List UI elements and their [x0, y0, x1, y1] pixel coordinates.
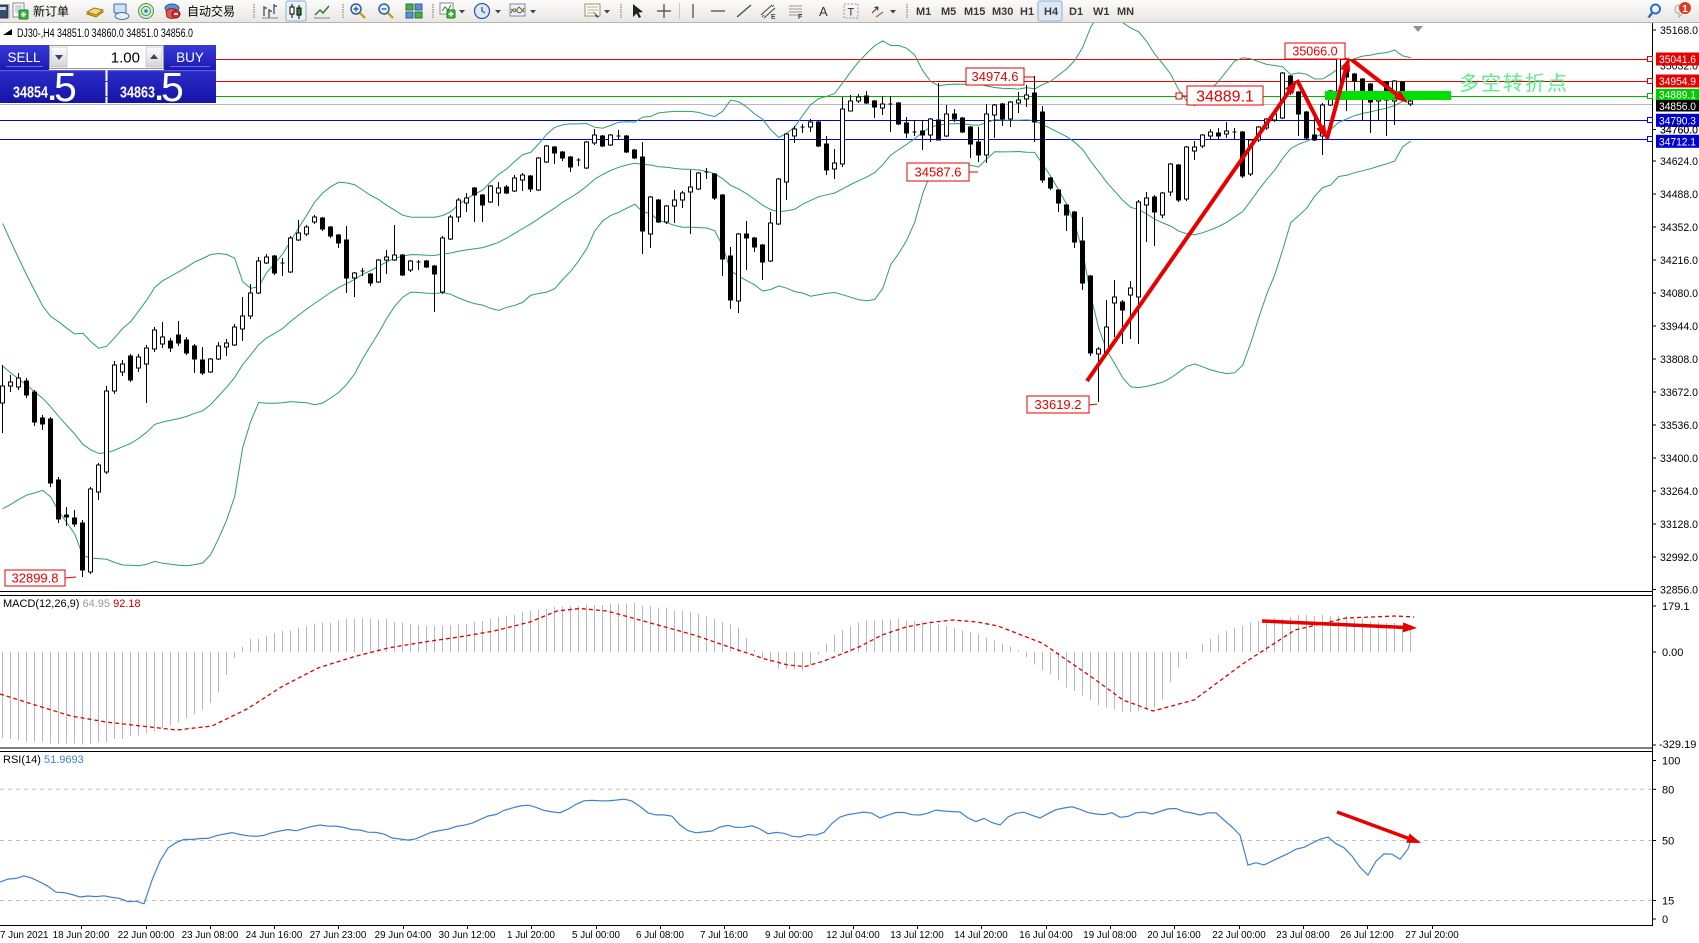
svg-text:SELL: SELL [7, 50, 41, 65]
svg-text:自动交易: 自动交易 [187, 4, 235, 19]
svg-text:6 Jul 08:00: 6 Jul 08:00 [636, 930, 684, 941]
svg-text:H1: H1 [1020, 6, 1034, 18]
svg-text:32899.8: 32899.8 [12, 571, 59, 586]
svg-text:33128.0: 33128.0 [1660, 519, 1698, 531]
svg-text:29 Jun 04:00: 29 Jun 04:00 [375, 930, 432, 941]
svg-text:26 Jul 12:00: 26 Jul 12:00 [1340, 930, 1394, 941]
svg-text:15: 15 [1662, 896, 1674, 908]
svg-text:MN: MN [1117, 6, 1134, 18]
svg-text:34760.0: 34760.0 [1660, 125, 1698, 137]
svg-text:24 Jun 16:00: 24 Jun 16:00 [246, 930, 303, 941]
svg-text:33400.0: 33400.0 [1660, 453, 1698, 465]
svg-text:80: 80 [1662, 784, 1674, 796]
svg-text:50: 50 [1662, 836, 1674, 848]
svg-text:A: A [819, 4, 828, 19]
svg-text:M1: M1 [916, 6, 931, 18]
svg-text:34216.0: 34216.0 [1660, 255, 1698, 267]
svg-text:179.1: 179.1 [1662, 601, 1690, 613]
svg-text:1: 1 [1682, 4, 1688, 15]
svg-text:5: 5 [161, 64, 184, 105]
svg-text:新订单: 新订单 [33, 4, 69, 19]
svg-text:34352.0: 34352.0 [1660, 222, 1698, 234]
svg-text:22 Jun 00:00: 22 Jun 00:00 [118, 930, 175, 941]
svg-text:34488.0: 34488.0 [1660, 189, 1698, 201]
svg-text:M30: M30 [992, 6, 1013, 18]
svg-text:33672.0: 33672.0 [1660, 387, 1698, 399]
svg-text:T: T [848, 7, 855, 19]
svg-text:100: 100 [1662, 756, 1680, 768]
svg-text:34080.0: 34080.0 [1660, 288, 1698, 300]
svg-text:34856.0: 34856.0 [1659, 101, 1696, 113]
svg-text:5 Jul 00:00: 5 Jul 00:00 [572, 930, 620, 941]
svg-text:14 Jul 20:00: 14 Jul 20:00 [954, 930, 1008, 941]
svg-text:33808.0: 33808.0 [1660, 354, 1698, 366]
svg-text:33536.0: 33536.0 [1660, 420, 1698, 432]
svg-text:34854: 34854 [13, 85, 48, 102]
svg-text:7 Jun 2021: 7 Jun 2021 [0, 930, 48, 941]
svg-text:M5: M5 [941, 6, 956, 18]
svg-text:13 Jul 12:00: 13 Jul 12:00 [890, 930, 944, 941]
svg-text:34624.0: 34624.0 [1660, 156, 1698, 168]
svg-text:0: 0 [1662, 914, 1668, 926]
svg-text:18 Jun 20:00: 18 Jun 20:00 [53, 930, 110, 941]
svg-text:MACD(12,26,9) 64.95 92.18: MACD(12,26,9) 64.95 92.18 [3, 598, 141, 610]
svg-text:1.00: 1.00 [111, 50, 140, 67]
svg-text:23 Jun 08:00: 23 Jun 08:00 [182, 930, 239, 941]
svg-text:33944.0: 33944.0 [1660, 321, 1698, 333]
svg-text:RSI(14) 51.9693: RSI(14) 51.9693 [3, 754, 84, 766]
svg-text:E: E [771, 14, 776, 21]
svg-text:20 Jul 16:00: 20 Jul 16:00 [1147, 930, 1201, 941]
svg-text:32992.0: 32992.0 [1660, 552, 1698, 564]
svg-text:19 Jul 08:00: 19 Jul 08:00 [1083, 930, 1137, 941]
svg-text:30 Jun 12:00: 30 Jun 12:00 [439, 930, 496, 941]
svg-text:W1: W1 [1093, 6, 1110, 18]
svg-text:9 Jul 00:00: 9 Jul 00:00 [765, 930, 813, 941]
svg-text:34790.3: 34790.3 [1659, 115, 1696, 127]
svg-text:35168.0: 35168.0 [1660, 25, 1698, 37]
svg-text:34863: 34863 [120, 85, 155, 102]
svg-text:23 Jul 08:00: 23 Jul 08:00 [1276, 930, 1330, 941]
svg-text:22 Jul 00:00: 22 Jul 00:00 [1212, 930, 1266, 941]
svg-text:0.00: 0.00 [1662, 647, 1683, 659]
svg-text:33264.0: 33264.0 [1660, 486, 1698, 498]
svg-text:34712.1: 34712.1 [1659, 136, 1696, 148]
svg-text:BUY: BUY [176, 50, 204, 65]
svg-text:DJ30-,H4 34851.0 34860.0 3485: DJ30-,H4 34851.0 34860.0 34851.0 34856.0 [17, 28, 193, 40]
svg-text:34954.9: 34954.9 [1659, 76, 1696, 88]
svg-text:35041.6: 35041.6 [1659, 54, 1696, 66]
svg-text:34889.1: 34889.1 [1196, 88, 1254, 105]
svg-text:34760.0: 34760.0 [1660, 125, 1698, 137]
svg-text:34974.6: 34974.6 [972, 69, 1019, 84]
svg-text:D1: D1 [1069, 6, 1083, 18]
svg-text:34889.1: 34889.1 [1659, 90, 1696, 102]
svg-text:F: F [798, 14, 802, 21]
svg-text:-329.19: -329.19 [1659, 739, 1696, 751]
svg-text:多空转折点: 多空转折点 [1459, 72, 1569, 95]
svg-text:27 Jun 23:00: 27 Jun 23:00 [310, 930, 367, 941]
svg-text:M15: M15 [964, 6, 985, 18]
svg-text:27 Jul 20:00: 27 Jul 20:00 [1405, 930, 1459, 941]
svg-text:34587.6: 34587.6 [915, 165, 962, 180]
svg-text:16 Jul 04:00: 16 Jul 04:00 [1019, 930, 1073, 941]
svg-text:33619.2: 33619.2 [1035, 397, 1082, 412]
svg-text:.: . [155, 74, 163, 105]
svg-text:H4: H4 [1044, 6, 1059, 18]
svg-text:35066.0: 35066.0 [1292, 45, 1337, 59]
svg-text:1 Jul 20:00: 1 Jul 20:00 [507, 930, 555, 941]
svg-text:12 Jul 04:00: 12 Jul 04:00 [826, 930, 880, 941]
svg-text:.: . [48, 74, 56, 105]
svg-text:5: 5 [54, 64, 77, 105]
svg-text:7 Jul 16:00: 7 Jul 16:00 [700, 930, 748, 941]
svg-text:32856.0: 32856.0 [1660, 585, 1698, 597]
